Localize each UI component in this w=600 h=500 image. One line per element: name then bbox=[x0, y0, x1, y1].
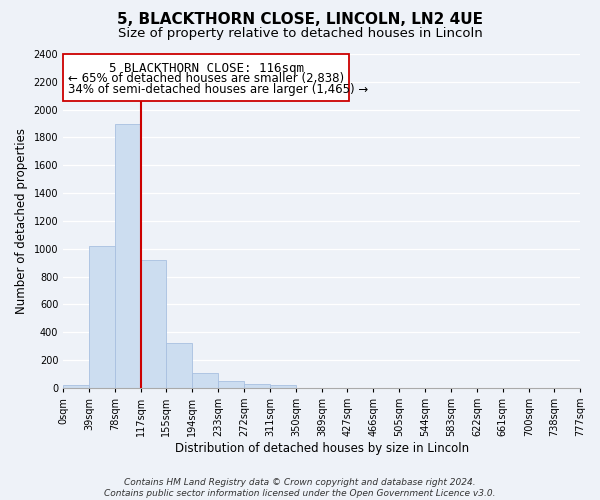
Y-axis label: Number of detached properties: Number of detached properties bbox=[15, 128, 28, 314]
Text: Contains HM Land Registry data © Crown copyright and database right 2024.
Contai: Contains HM Land Registry data © Crown c… bbox=[104, 478, 496, 498]
Bar bbox=[115, 124, 141, 388]
Bar bbox=[192, 372, 218, 388]
Bar bbox=[63, 385, 89, 388]
Bar bbox=[270, 386, 296, 388]
Bar bbox=[141, 260, 166, 388]
Bar bbox=[89, 246, 115, 388]
Bar bbox=[244, 384, 270, 388]
Text: 34% of semi-detached houses are larger (1,465) →: 34% of semi-detached houses are larger (… bbox=[68, 83, 369, 96]
FancyBboxPatch shape bbox=[63, 54, 349, 100]
Text: ← 65% of detached houses are smaller (2,838): ← 65% of detached houses are smaller (2,… bbox=[68, 72, 344, 85]
Text: 5 BLACKTHORN CLOSE: 116sqm: 5 BLACKTHORN CLOSE: 116sqm bbox=[109, 62, 304, 74]
Text: 5, BLACKTHORN CLOSE, LINCOLN, LN2 4UE: 5, BLACKTHORN CLOSE, LINCOLN, LN2 4UE bbox=[117, 12, 483, 28]
Bar bbox=[166, 344, 192, 388]
Text: Size of property relative to detached houses in Lincoln: Size of property relative to detached ho… bbox=[118, 28, 482, 40]
X-axis label: Distribution of detached houses by size in Lincoln: Distribution of detached houses by size … bbox=[175, 442, 469, 455]
Bar bbox=[218, 381, 244, 388]
